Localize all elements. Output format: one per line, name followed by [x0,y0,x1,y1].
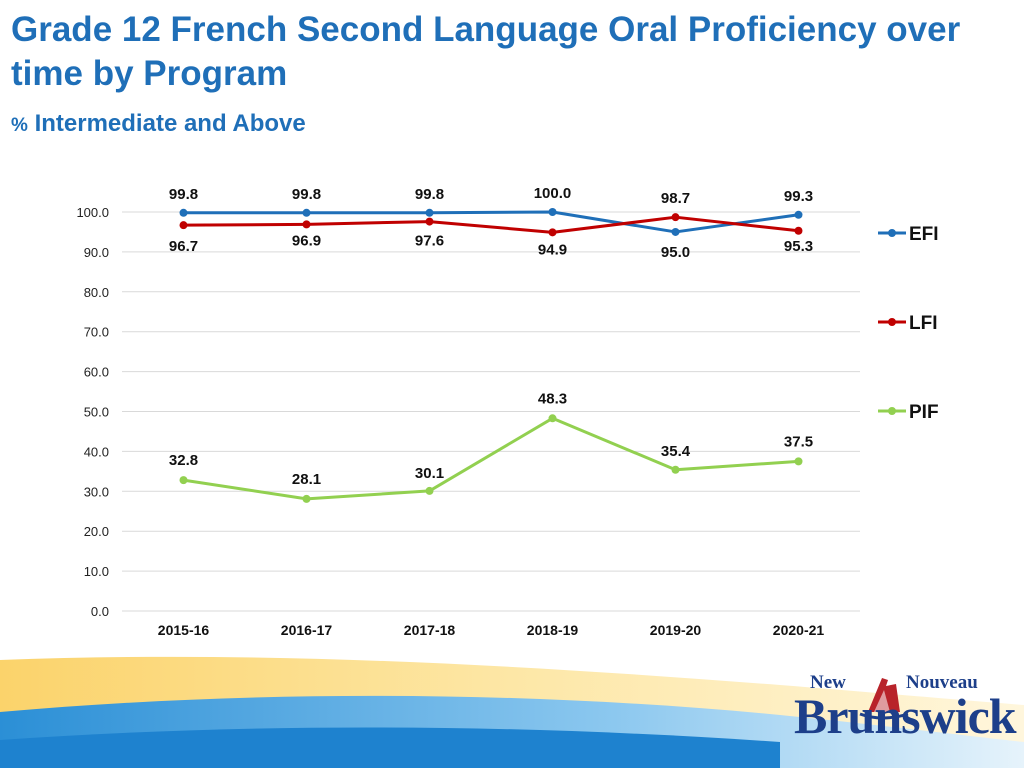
logo-brunswick: Brunswick [794,688,1017,744]
data-label-pif: 37.5 [784,433,813,450]
data-label-pif: 30.1 [415,465,444,482]
x-tick-label: 2018-19 [527,622,579,638]
data-point-lfi [425,217,434,226]
legend-label-efi: EFI [909,224,939,245]
chart-title: Grade 12 French Second Language Oral Pro… [11,10,961,93]
y-tick-label: 40.0 [84,444,109,459]
data-label-efi: 99.8 [292,186,321,203]
data-label-lfi: 94.9 [538,241,567,258]
data-label-pif: 35.4 [661,443,691,460]
data-label-efi: 95.0 [661,244,690,261]
data-label-efi: 99.3 [784,188,813,205]
series-lines [179,208,803,503]
y-axis: 0.0 10.0 20.0 30.0 40.0 50.0 60.0 70.0 80.0 90.0 1… [76,205,109,619]
legend-marker-efi [888,229,896,237]
data-point-pif [179,476,188,485]
data-label-pif: 48.3 [538,390,567,407]
legend-marker-pif [888,407,896,415]
data-point-efi [302,208,311,217]
data-label-efi: 99.8 [415,186,444,203]
y-tick-label: 20.0 [84,524,109,539]
logo-new: New [810,672,846,693]
data-point-efi [179,208,188,217]
data-point-pif [302,494,311,503]
data-label-pif: 32.8 [169,452,198,469]
series-line-pif [183,416,799,501]
data-label-efi: 99.8 [169,186,198,203]
x-axis: 2015-16 2016-17 2017-18 2018-19 2019-20 2020-… [158,622,825,638]
gridlines [122,211,860,612]
data-point-pif [425,486,434,495]
data-point-efi [671,227,680,236]
x-tick-label: 2017-18 [404,622,456,638]
y-tick-label: 50.0 [84,405,109,420]
data-label-pif: 28.1 [292,471,321,488]
data-label-lfi: 96.9 [292,232,321,249]
chart-subtitle: % Intermediate and Above [11,110,306,138]
data-label-lfi: 96.7 [169,238,198,255]
data-point-lfi [671,213,680,222]
ship-logo-icon [859,678,909,720]
y-tick-label: 10.0 [84,564,109,579]
data-point-pif [548,414,557,423]
subtitle-text: Intermediate and Above [34,110,306,137]
data-label-lfi: 95.3 [784,238,813,255]
percent-sign: % [11,115,28,136]
data-point-pif [671,465,680,474]
new-brunswick-logo: New Nouveau Brunswick [790,672,1017,752]
y-tick-label: 30.0 [84,484,109,499]
data-point-lfi [302,220,311,229]
y-tick-label: 60.0 [84,365,109,380]
series-line-lfi [183,215,799,234]
data-point-pif [794,457,803,466]
data-point-lfi [179,221,188,230]
data-label-lfi: 97.6 [415,233,444,250]
y-tick-label: 70.0 [84,325,109,340]
data-point-lfi [794,226,803,235]
data-labels: 99.8 99.8 99.8 100.0 95.0 99.3 96.7 96.9 97.6 94.… [169,185,813,488]
x-tick-label: 2015-16 [158,622,210,638]
data-label-efi: 100.0 [534,185,572,202]
data-point-lfi [548,228,557,237]
x-tick-label: 2020-21 [773,622,825,638]
legend: EFI LFI PIF [878,224,939,423]
legend-label-pif: PIF [909,402,939,423]
legend-marker-lfi [888,318,896,326]
x-tick-label: 2019-20 [650,622,702,638]
x-tick-label: 2016-17 [281,622,333,638]
y-tick-label: 100.0 [76,205,109,220]
data-point-efi [425,208,434,217]
legend-label-lfi: LFI [909,313,938,334]
y-tick-label: 0.0 [91,604,109,619]
data-label-lfi: 98.7 [661,190,690,207]
data-point-efi [794,210,803,219]
y-tick-label: 90.0 [84,245,109,260]
data-point-efi [548,208,557,216]
series-line-efi [183,210,799,234]
y-tick-label: 80.0 [84,285,109,300]
logo-nouveau: Nouveau [906,672,978,693]
